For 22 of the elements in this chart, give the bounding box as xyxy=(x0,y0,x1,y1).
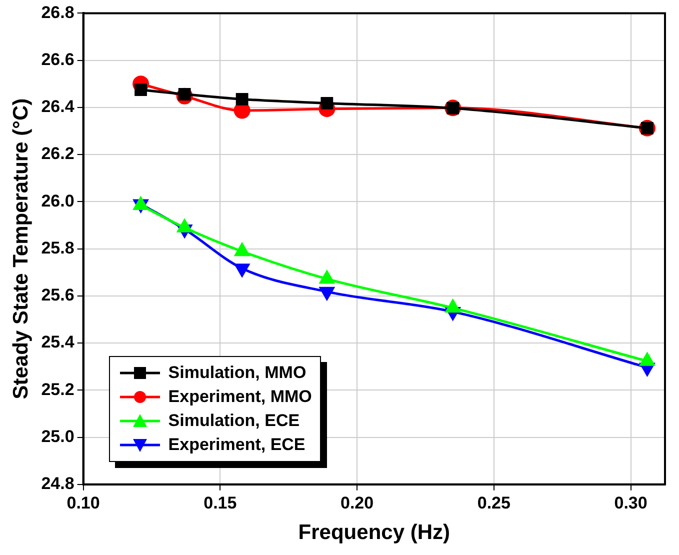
y-axis-title: Steady State Temperature (°C) xyxy=(9,98,32,400)
x-tick-label: 0.10 xyxy=(66,493,100,512)
y-tick-label: 26.4 xyxy=(41,97,75,116)
y-tick-label: 26.8 xyxy=(41,2,74,22)
y-tick-label: 24.8 xyxy=(41,474,74,494)
x-axis-title: Frequency (Hz) xyxy=(298,521,450,544)
x-tick-label: 0.15 xyxy=(204,493,237,512)
y-tick-label: 25.6 xyxy=(41,286,74,305)
y-tick-label: 26.0 xyxy=(41,191,74,210)
legend-label: Simulation, MMO xyxy=(168,363,306,384)
legend-label: Experiment, MMO xyxy=(168,387,312,408)
legend-label: Simulation, ECE xyxy=(168,411,300,432)
x-tick-label: 0.25 xyxy=(477,493,510,512)
legend-label: Experiment, ECE xyxy=(168,435,306,456)
x-tick-label: 0.30 xyxy=(614,493,648,512)
y-tick-label: 26.2 xyxy=(41,144,74,164)
x-tick-label: 0.20 xyxy=(340,493,374,512)
y-tick-label: 25.0 xyxy=(41,426,74,446)
y-tick-label: 25.4 xyxy=(41,332,75,352)
y-tick-label: 26.6 xyxy=(41,50,74,70)
y-tick-label: 25.8 xyxy=(41,238,74,258)
y-tick-label: 25.2 xyxy=(41,380,74,399)
